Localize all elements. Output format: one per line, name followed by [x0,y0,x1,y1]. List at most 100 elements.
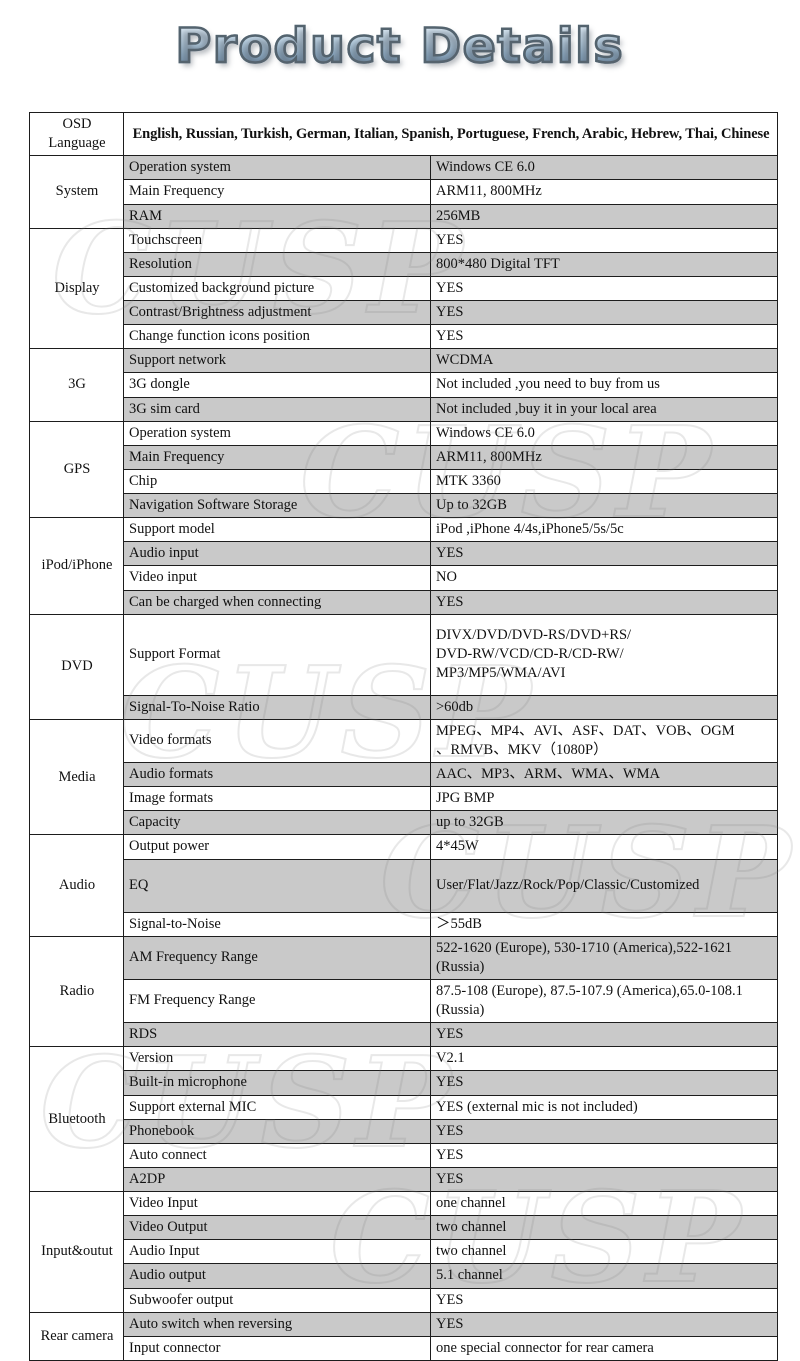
spec-value-cell: YES [429,275,779,302]
spec-feature-cell: Signal-to-Noise [123,911,431,937]
spec-value-cell: AAC、MP3、ARM、WMA、WMA [429,761,779,788]
table-row: Navigation Software Storage Up to 32GB [30,492,779,519]
table-row: Display Touchscreen YES [29,227,779,350]
spec-feature-cell: Video Input [123,1190,431,1217]
table-row: Signal-To-Noise Ratio >60db [30,694,779,720]
spec-feature-cell: Capacity [123,810,431,836]
spec-feature-cell: 3G dongle [123,372,431,398]
table-row: Radio AM Frequency Range 522-1620 (Europe)… [29,935,779,1048]
table-row: 3G sim card Not included ,buy it in your … [30,396,779,422]
spec-category-cell: Media [29,718,124,836]
spec-feature-cell: A2DP [123,1166,431,1193]
spec-value-cell: 5.1 channel [429,1263,779,1289]
spec-feature-cell: Support model [123,517,431,543]
spec-value-cell: one channel [429,1190,779,1217]
table-row: Rear camera Auto switch when reversing YES [29,1311,779,1361]
spec-feature-cell: Auto switch when reversing [123,1311,431,1337]
table-row: 3G dongle Not included ,you need to buy f… [30,372,779,398]
spec-value-cell: YES [429,1166,779,1193]
spec-value-cell: 522-1620 (Europe), 530-1710 (America),52… [429,935,779,980]
spec-value-cell: YES [429,299,779,326]
table-row: Media Video formats MPEG、MP4、AVI、ASF、DAT、V… [29,718,779,836]
spec-category-cell: System [29,155,124,229]
spec-category-cell: Bluetooth [29,1046,124,1192]
spec-value-cell: MPEG、MP4、AVI、ASF、DAT、VOB、OGM 、RMVB、MKV（10… [429,718,779,764]
table-row: Main Frequency ARM11, 800MHz [30,179,779,205]
spec-value-cell: MTK 3360 [429,468,779,495]
table-row: Can be charged when connecting YES [30,589,779,615]
spec-value-cell: Up to 32GB [429,492,779,519]
table-row: GPS Operation system Windows CE 6.0 [29,420,779,519]
spec-category-cell: Audio [29,834,124,937]
spec-feature-cell: Chip [123,468,431,495]
spec-category-cell: Display [29,227,124,350]
spec-value-cell: 256MB [429,203,779,229]
spec-feature-cell: FM Frequency Range [123,978,431,1024]
spec-value-cell: 800*480 Digital TFT [429,251,779,277]
spec-feature-cell: Output power [123,834,431,860]
spec-feature-cell: Audio input [123,541,431,567]
spec-feature-cell: Image formats [123,786,431,812]
spec-value-cell: JPG BMP [429,786,779,812]
table-row: Phonebook YES [30,1118,779,1144]
spec-feature-cell: Operation system [123,420,431,446]
table-row: DVD Support Format DIVX/DVD/DVD-RS/DVD+RS/… [29,613,779,720]
spec-feature-cell: Navigation Software Storage [123,492,431,519]
spec-feature-cell: Contrast/Brightness adjustment [123,299,431,326]
table-row: FM Frequency Range 87.5-108 (Europe), 87.… [30,978,779,1024]
table-row: RDS YES [30,1022,779,1048]
table-row: Subwoofer output YES [30,1287,779,1313]
table-row: 3G Support network WCDMA [29,348,779,422]
spec-value-cell: 87.5-108 (Europe), 87.5-107.9 (America),… [429,978,779,1024]
table-row: Signal-to-Noise ＞55dB [30,911,779,937]
spec-value-cell: DIVX/DVD/DVD-RS/DVD+RS/DVD-RW/VCD/CD-R/C… [429,613,779,696]
table-row: Change function icons position YES [30,324,779,350]
spec-category-cell: Rear camera [29,1311,124,1361]
table-row: Resolution 800*480 Digital TFT [30,251,779,277]
spec-category-cell: 3G [29,348,124,422]
spec-feature-cell: Operation system [123,155,431,181]
spec-value-cell: YES [429,541,779,567]
table-row: Built-in microphone YES [30,1070,779,1096]
table-row: Input connector one special connector for… [30,1335,779,1361]
table-row: Main Frequency ARM11, 800MHz [30,444,779,470]
table-row: RAM 256MB [30,203,779,229]
spec-feature-cell: Audio Input [123,1239,431,1265]
page-title: Product Details [174,16,625,78]
spec-category-cell: Radio [29,935,124,1048]
table-row: Video input NO [30,565,779,591]
spec-value-cell: YES [429,1118,779,1144]
table-row: Video Output two channel [30,1215,779,1241]
spec-table-container: OSD Language English, Russian, Turkish, G… [29,111,779,1361]
spec-feature-cell: Main Frequency [123,444,431,470]
spec-value-cell: WCDMA [429,348,779,374]
table-row: A2DP YES [30,1166,779,1193]
spec-value-cell: YES [429,227,779,253]
spec-category-cell: GPS [29,420,124,519]
spec-value-cell: ＞55dB [429,911,779,937]
spec-feature-cell: 3G sim card [123,396,431,422]
spec-value-cell: User/Flat/Jazz/Rock/Pop/Classic/Customiz… [429,858,779,913]
table-row: Audio formats AAC、MP3、ARM、WMA、WMA [30,761,779,788]
spec-feature-cell: AM Frequency Range [123,935,431,980]
spec-feature-cell: Touchscreen [123,227,431,253]
table-row: Audio output 5.1 channel [30,1263,779,1289]
spec-value-cell: 4*45W [429,834,779,860]
spec-value-cell: two channel [429,1215,779,1241]
table-row: Capacity up to 32GB [30,810,779,836]
table-row: EQ User/Flat/Jazz/Rock/Pop/Classic/Custom… [30,858,779,913]
spec-feature-cell: Video Output [123,1215,431,1241]
spec-value-cell: two channel [429,1239,779,1265]
osd-language-label: OSD Language [29,111,124,157]
spec-feature-cell: Main Frequency [123,179,431,205]
spec-feature-cell: Built-in microphone [123,1070,431,1096]
osd-language-list: English, Russian, Turkish, German, Itali… [122,111,779,157]
spec-feature-cell: RAM [123,203,431,229]
spec-feature-cell: Change function icons position [123,324,431,350]
spec-feature-cell: Audio output [123,1263,431,1289]
spec-category-cell: iPod/iPhone [29,517,124,615]
spec-feature-cell: Support network [123,348,431,374]
spec-feature-cell: Resolution [123,251,431,277]
spec-value-cell: YES [429,1070,779,1096]
page-title-banner: Product Details [0,16,800,92]
